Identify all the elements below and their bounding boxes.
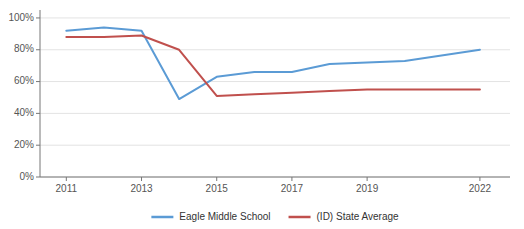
legend-swatch	[289, 216, 311, 219]
y-tick-label: 60%	[14, 75, 34, 86]
y-tick-label: 40%	[14, 107, 34, 118]
x-tick	[367, 177, 368, 181]
series-line	[66, 35, 480, 95]
grid-line	[40, 17, 510, 18]
x-tick-label: 2019	[356, 183, 379, 194]
plot-area	[66, 28, 480, 100]
x-axis-line	[40, 177, 510, 178]
x-tick	[141, 177, 142, 181]
y-tick	[36, 177, 40, 178]
y-tick-label: 100%	[8, 12, 34, 23]
legend-swatch	[151, 216, 173, 219]
y-tick	[36, 145, 40, 146]
y-tick-label: 20%	[14, 139, 34, 150]
x-tick-label: 2022	[469, 183, 492, 194]
y-tick-label: 0%	[20, 171, 35, 182]
legend: Eagle Middle School (ID) State Average	[151, 211, 399, 222]
legend-label: (ID) State Average	[317, 211, 400, 222]
x-tick-label: 2011	[56, 183, 78, 194]
x-tick	[479, 177, 480, 181]
series-line	[66, 28, 480, 100]
x-tick	[291, 177, 292, 181]
legend-item: (ID) State Average	[289, 211, 400, 222]
x-tick-label: 2015	[206, 183, 229, 194]
y-tick-label: 80%	[14, 43, 34, 54]
y-tick	[36, 113, 40, 114]
legend-item: Eagle Middle School	[151, 211, 270, 222]
x-tick	[216, 177, 217, 181]
y-tick	[36, 17, 40, 18]
grid-line	[40, 177, 510, 178]
axes: 0% 20% 40% 60% 80% 100% 2011 2013 2015 2017 2019 20…	[8, 10, 510, 194]
x-tick	[66, 177, 67, 181]
y-tick	[36, 49, 40, 50]
y-axis-line	[40, 10, 41, 177]
y-tick	[36, 81, 40, 82]
chart: 0% 20% 40% 60% 80% 100% 2011 2013 2015 2017 2019 20…	[0, 0, 524, 229]
legend-label: Eagle Middle School	[179, 211, 270, 222]
grid-line	[40, 81, 510, 82]
grid-line	[40, 145, 510, 146]
grid-line	[40, 113, 510, 114]
grid-line	[40, 49, 510, 50]
x-tick-label: 2013	[130, 183, 153, 194]
x-tick-label: 2017	[281, 183, 304, 194]
